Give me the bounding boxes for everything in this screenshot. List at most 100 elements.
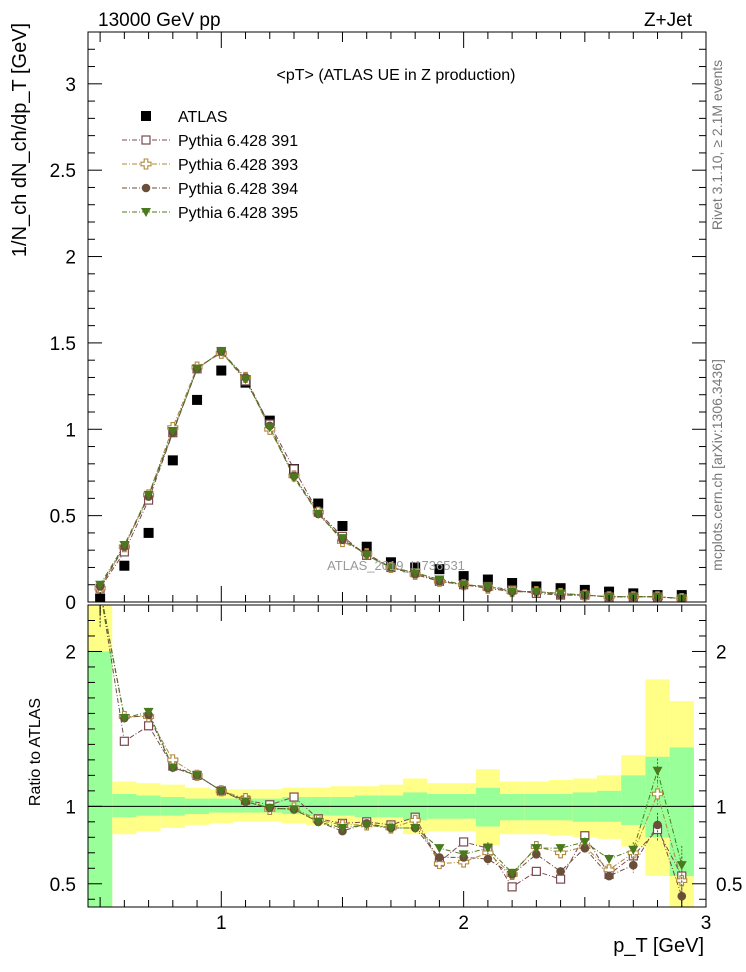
data-point-atlas xyxy=(482,574,493,585)
axis-tick-labels: 00.511.522.531 2 30.5 0.51 12 2 xyxy=(50,75,743,934)
data-point-pythia-6-428-395 xyxy=(143,490,154,500)
ratio-point-pythia-6-428-395 xyxy=(289,805,299,815)
legend-label: ATLAS xyxy=(178,109,228,126)
band-green xyxy=(548,793,573,821)
x-axis-label: p_T [GeV] xyxy=(613,935,704,957)
ratio-point-pythia-6-428-391 xyxy=(507,882,517,892)
data-point-pythia-6-428-395 xyxy=(240,375,251,385)
ratio-series-lines xyxy=(102,605,683,897)
data-point-pythia-6-428-395 xyxy=(313,509,324,519)
legend-marker xyxy=(141,208,151,217)
data-point-pythia-6-428-395 xyxy=(337,534,348,544)
data-point-pythia-6-428-395 xyxy=(119,541,130,550)
data-point-pythia-6-428-395 xyxy=(555,589,566,599)
ratio-point-pythia-6-428-391 xyxy=(119,736,129,746)
band-green xyxy=(475,787,500,827)
data-point-atlas xyxy=(143,527,154,538)
ratio-point-pythia-6-428-394 xyxy=(677,891,687,901)
ratio-uncertainty-bands xyxy=(88,605,694,907)
ratio-point-pythia-6-428-395 xyxy=(264,803,275,813)
y-tick-label-ratio: 2 xyxy=(65,642,76,663)
x-tick-label: 1 xyxy=(216,913,227,934)
ratio-point-pythia-6-428-393 xyxy=(433,858,445,870)
ratio-point-pythia-6-428-395 xyxy=(652,766,663,776)
main-series-markers xyxy=(94,346,688,602)
data-point-atlas xyxy=(313,498,324,509)
data-point-pythia-6-428-395 xyxy=(434,575,445,585)
data-point-atlas xyxy=(434,564,445,575)
y-tick-label-main: 0 xyxy=(65,593,76,614)
ratio-point-pythia-6-428-395 xyxy=(628,845,639,855)
legend-label: Pythia 6.428 394 xyxy=(178,181,298,198)
header-right: Z+Jet xyxy=(644,10,693,31)
ratio-point-pythia-6-428-394 xyxy=(556,867,565,876)
data-point-pythia-6-428-395 xyxy=(458,580,469,590)
y-axis-label-main: 1/N_ch dN_ch/dp_T [GeV] xyxy=(9,23,31,257)
ratio-plot-frame xyxy=(87,604,707,908)
data-point-pythia-6-428-395 xyxy=(192,364,203,374)
data-point-atlas xyxy=(410,562,421,573)
ratio-point-pythia-6-428-395 xyxy=(240,797,251,807)
legend-item-pythia-6-428-393: Pythia 6.428 393 xyxy=(122,157,298,174)
y-tick-label-ratio-right: 1 xyxy=(716,797,727,818)
data-point-pythia-6-428-395 xyxy=(167,427,178,436)
ratio-point-pythia-6-428-391 xyxy=(459,837,469,847)
y-tick-label-ratio: 1 xyxy=(65,797,76,818)
y-tick-label-ratio-right: 0.5 xyxy=(716,875,742,896)
ratio-point-pythia-6-428-391 xyxy=(289,792,299,802)
ratio-point-pythia-6-428-394 xyxy=(483,854,493,864)
data-point-pythia-6-428-395 xyxy=(264,423,275,433)
ratio-point-pythia-6-428-391 xyxy=(531,866,541,876)
band-green xyxy=(136,795,161,816)
main-plot-frame xyxy=(87,31,707,603)
y-axis-label-ratio: Ratio to ATLAS xyxy=(27,698,44,806)
ratio-point-pythia-6-428-391 xyxy=(555,874,566,884)
data-point-pythia-6-428-395 xyxy=(482,582,493,592)
ratio-point-pythia-6-428-395 xyxy=(434,844,445,854)
ratio-point-pythia-6-428-395 xyxy=(361,820,372,830)
legend-item-atlas: ATLAS xyxy=(141,109,228,126)
ratio-point-pythia-6-428-391 xyxy=(143,721,154,731)
data-point-atlas xyxy=(216,365,227,376)
ratio-point-pythia-6-428-395 xyxy=(676,861,687,871)
data-point-atlas xyxy=(337,521,348,531)
data-point-atlas xyxy=(361,541,372,552)
ratio-point-pythia-6-428-394 xyxy=(628,860,638,870)
y-tick-label-main: 3 xyxy=(65,75,76,96)
ratio-point-pythia-6-428-395 xyxy=(604,854,615,864)
data-point-atlas xyxy=(507,578,518,588)
data-point-atlas xyxy=(192,394,203,405)
y-tick-label-main: 2 xyxy=(65,248,76,269)
ratio-point-pythia-6-428-395 xyxy=(192,771,203,781)
band-green xyxy=(621,775,646,825)
data-point-atlas xyxy=(119,560,130,571)
ratio-point-pythia-6-428-394 xyxy=(653,820,662,830)
side-label-rivet: Rivet 3.1.10, ≥ 2.1M events xyxy=(709,60,725,230)
ratio-point-pythia-6-428-395 xyxy=(482,844,493,854)
legend-label: Pythia 6.428 393 xyxy=(178,157,298,174)
legend-item-pythia-6-428-394: Pythia 6.428 394 xyxy=(122,181,298,198)
band-green xyxy=(209,798,234,813)
band-green xyxy=(572,792,597,822)
y-tick-label-main: 1.5 xyxy=(50,334,76,355)
band-green xyxy=(524,793,549,821)
data-point-pythia-6-428-395 xyxy=(216,347,227,357)
ratio-point-pythia-6-428-395 xyxy=(385,824,396,834)
band-green xyxy=(112,793,137,818)
y-tick-label-main: 1 xyxy=(65,420,76,441)
data-point-atlas xyxy=(167,455,178,466)
legend: ATLAS Pythia 6.428 391 Pythia 6.428 393 Pyt… xyxy=(122,109,298,222)
legend-label: Pythia 6.428 395 xyxy=(178,205,298,222)
data-point-pythia-6-428-395 xyxy=(289,473,299,483)
y-tick-label-main: 0.5 xyxy=(50,507,76,528)
ratio-point-pythia-6-428-395 xyxy=(313,817,324,827)
legend-marker xyxy=(141,183,151,193)
data-point-pythia-6-428-395 xyxy=(410,568,421,578)
ratio-point-pythia-6-428-395 xyxy=(555,844,566,854)
side-label-mcplots: mcplots.cern.ch [arXiv:1306.3436] xyxy=(709,359,725,571)
ratio-point-pythia-6-428-394 xyxy=(604,871,614,881)
ratio-point-pythia-6-428-393 xyxy=(651,788,664,800)
legend-item-pythia-6-428-395: Pythia 6.428 395 xyxy=(122,205,298,222)
ratio-point-pythia-6-428-395 xyxy=(579,837,590,847)
legend-label: Pythia 6.428 391 xyxy=(178,133,298,150)
